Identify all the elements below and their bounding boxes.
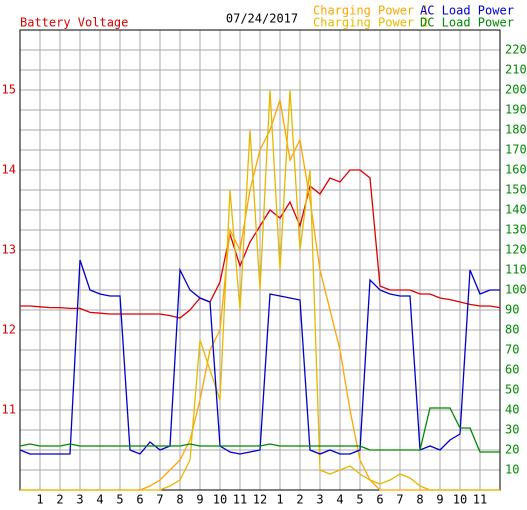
- x-tick-label: 2: [296, 493, 303, 507]
- y2-tick-label: 70: [505, 343, 519, 357]
- x-tick-label: 9: [196, 493, 203, 507]
- x-tick-label: 3: [76, 493, 83, 507]
- legend-label: Charging Power 1: [313, 4, 429, 18]
- y-tick-label: 11: [2, 403, 16, 417]
- x-tick-label: 10: [453, 493, 467, 507]
- y2-tick-label: 190: [505, 103, 527, 117]
- y2-tick-label: 140: [505, 203, 527, 217]
- legend-label: DC Load Power: [420, 16, 514, 30]
- y2-tick-label: 10: [505, 463, 519, 477]
- y-tick-label: 12: [2, 323, 16, 337]
- x-tick-label: 12: [253, 493, 267, 507]
- plot-border: [19, 29, 501, 491]
- x-tick-label: 2: [56, 493, 63, 507]
- x-tick-label: 11: [473, 493, 487, 507]
- y2-tick-label: 60: [505, 363, 519, 377]
- x-tick-label: 5: [356, 493, 363, 507]
- x-tick-label: 7: [156, 493, 163, 507]
- y-tick-label: 14: [2, 163, 16, 177]
- series-line: [20, 89, 500, 491]
- x-tick-label: 3: [316, 493, 323, 507]
- y2-tick-label: 100: [505, 283, 527, 297]
- x-tick-label: 11: [233, 493, 247, 507]
- x-tick-label: 5: [116, 493, 123, 507]
- y2-tick-label: 120: [505, 243, 527, 257]
- y2-tick-label: 130: [505, 223, 527, 237]
- legend-label: AC Load Power: [420, 4, 514, 18]
- series-line: [19, 407, 500, 453]
- y2-tick-label: 210: [505, 63, 527, 77]
- x-tick-label: 7: [396, 493, 403, 507]
- y2-tick-label: 110: [505, 263, 527, 277]
- x-tick-label: 9: [436, 493, 443, 507]
- y2-tick-label: 50: [505, 383, 519, 397]
- x-tick-label: 1: [36, 493, 43, 507]
- x-tick-label: 10: [213, 493, 227, 507]
- y2-tick-label: 80: [505, 323, 519, 337]
- legend-label: Battery Voltage: [20, 16, 128, 30]
- x-tick-label: 8: [176, 493, 183, 507]
- y2-tick-label: 90: [505, 303, 519, 317]
- series-line: [20, 169, 501, 319]
- y2-tick-label: 30: [505, 423, 519, 437]
- y2-tick-label: 170: [505, 143, 527, 157]
- y2-tick-label: 40: [505, 403, 519, 417]
- y2-tick-label: 160: [505, 163, 527, 177]
- chart-title: 07/24/2017: [226, 12, 298, 26]
- x-tick-label: 4: [336, 493, 343, 507]
- x-tick-label: 8: [416, 493, 423, 507]
- y2-tick-label: 150: [505, 183, 527, 197]
- y-tick-label: 13: [2, 243, 16, 257]
- x-tick-label: 4: [96, 493, 103, 507]
- x-tick-label: 1: [276, 493, 283, 507]
- y2-tick-label: 200: [505, 83, 527, 97]
- y-tick-label: 15: [2, 83, 16, 97]
- x-tick-label: 6: [136, 493, 143, 507]
- y2-tick-label: 220: [505, 43, 527, 57]
- x-tick-label: 6: [376, 493, 383, 507]
- legend-label: Charging Power 2: [313, 16, 429, 30]
- y2-tick-label: 180: [505, 123, 527, 137]
- y2-tick-label: 20: [505, 443, 519, 457]
